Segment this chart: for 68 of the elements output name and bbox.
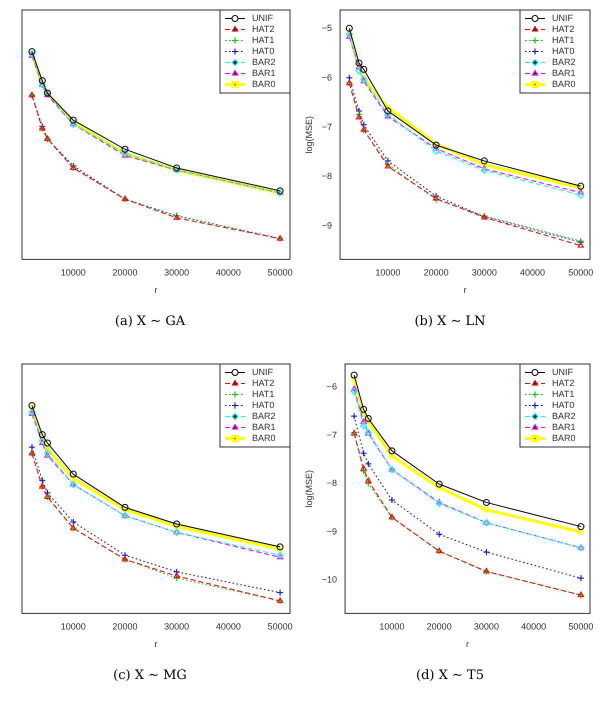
- legend-label: HAT1: [252, 34, 274, 45]
- x-tick-label: 10000: [60, 621, 86, 632]
- legend-label: BAR2: [252, 56, 276, 67]
- x-tick-label: 40000: [216, 267, 241, 278]
- y-tick-label: −10: [322, 574, 338, 585]
- legend-label: BAR0: [552, 78, 576, 89]
- legend-label: HAT0: [252, 400, 274, 410]
- x-tick-label: 30000: [164, 621, 190, 632]
- legend-label: UNIF: [252, 12, 274, 23]
- legend-label: HAT0: [252, 46, 274, 56]
- legend-label: BAR1: [552, 68, 576, 78]
- y-tick-label: −8: [322, 171, 332, 182]
- text: (d) X ∼ T5: [415, 668, 485, 683]
- legend-label: UNIF: [552, 12, 574, 23]
- x-tick-label: 30000: [472, 267, 497, 278]
- x-axis-title: r: [154, 639, 158, 650]
- legend-label: BAR1: [252, 422, 276, 432]
- legend-label: BAR1: [252, 68, 276, 78]
- legend-label: UNIF: [252, 366, 274, 377]
- y-tick-label: −7: [322, 122, 332, 132]
- text: (a) X ∼ GA: [114, 314, 186, 329]
- legend-label: HAT1: [552, 34, 574, 45]
- legend-label: HAT0: [552, 400, 574, 410]
- y-tick-label: −6: [326, 382, 338, 392]
- text: (b) X ∼ LN: [413, 314, 487, 329]
- x-tick-label: 20000: [426, 621, 452, 632]
- y-tick-label: −5: [322, 22, 332, 33]
- x-tick-label: 10000: [375, 267, 400, 278]
- legend-label: BAR1: [552, 422, 576, 432]
- x-tick-label: 50000: [568, 621, 594, 632]
- x-tick-label: 50000: [268, 621, 293, 632]
- legend-label: BAR0: [252, 432, 276, 443]
- y-tick-label: −8: [326, 478, 338, 488]
- x-tick-label: 50000: [568, 267, 594, 278]
- y-tick-label: −6: [322, 72, 332, 82]
- x-axis-title: r: [154, 285, 158, 296]
- y-axis-title: log(MSE): [304, 116, 314, 154]
- x-tick-label: 10000: [60, 267, 86, 278]
- x-tick-label: 20000: [112, 621, 138, 632]
- legend-label: HAT2: [552, 24, 574, 34]
- legend-label: HAT2: [252, 24, 274, 34]
- legend-label: HAT1: [252, 388, 274, 399]
- x-tick-label: 40000: [216, 621, 241, 632]
- legend-label: BAR2: [552, 56, 576, 67]
- legend-label: HAT1: [552, 388, 574, 399]
- x-tick-label: 20000: [112, 267, 138, 278]
- legend-label: UNIF: [552, 366, 574, 377]
- x-tick-label: 40000: [520, 267, 546, 278]
- legend-label: HAT2: [252, 378, 274, 388]
- legend-label: BAR2: [552, 410, 576, 421]
- x-tick-label: 30000: [474, 621, 499, 632]
- y-tick-label: −7: [326, 430, 338, 440]
- x-axis-title: r: [466, 639, 470, 650]
- legend-label: HAT2: [552, 378, 574, 388]
- y-tick-label: −9: [322, 220, 332, 231]
- x-tick-label: 50000: [268, 267, 293, 278]
- x-tick-label: 30000: [164, 267, 190, 278]
- legend-label: HAT0: [552, 46, 574, 56]
- legend-label: BAR0: [552, 432, 576, 443]
- x-tick-label: 40000: [521, 621, 546, 632]
- y-axis-title: log(MSE): [304, 470, 314, 508]
- legend-label: BAR2: [252, 410, 276, 421]
- text: (c) X ∼ MG: [112, 668, 188, 683]
- legend-label: BAR0: [252, 78, 276, 89]
- y-tick-label: −9: [326, 526, 338, 536]
- x-tick-label: 20000: [424, 267, 449, 278]
- x-tick-label: 10000: [379, 621, 404, 632]
- x-axis-title: r: [464, 285, 467, 296]
